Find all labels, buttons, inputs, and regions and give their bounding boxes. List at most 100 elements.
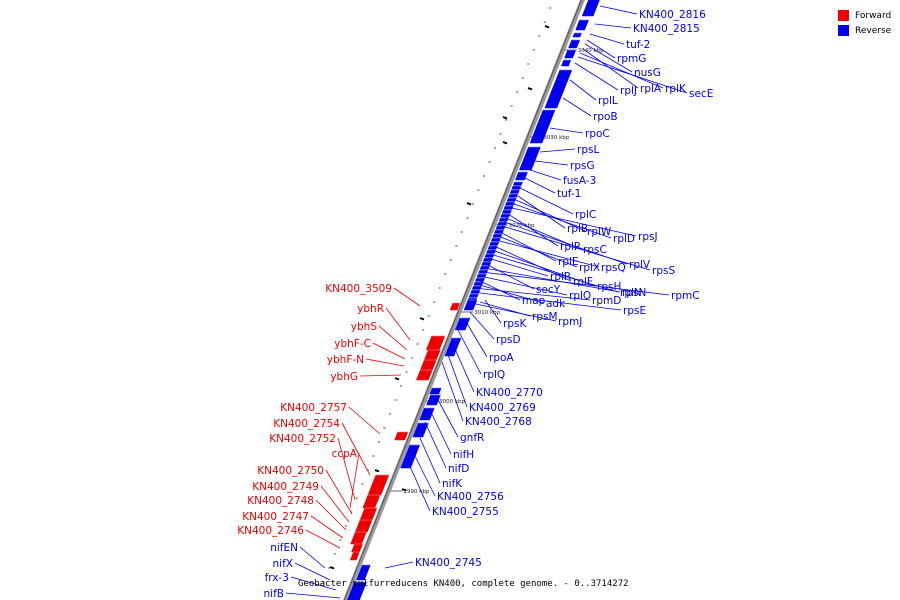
reverse-gene <box>511 185 522 190</box>
gene-label: KN400_2769 <box>469 402 536 414</box>
gene-label: rpsH <box>597 281 621 293</box>
gene-label: rpsN <box>622 287 646 299</box>
gene-label: rplR <box>550 271 571 283</box>
gene-label: ccpA <box>332 448 358 460</box>
gene-leader <box>471 291 622 311</box>
gene-label: ybhF-N <box>327 354 364 366</box>
gene-leader <box>475 303 557 322</box>
gene-label: rpsJ <box>638 231 658 243</box>
gene-leader <box>349 452 360 509</box>
gene-leader <box>579 52 664 89</box>
forward-gene <box>394 431 409 441</box>
gene-label: rpsK <box>503 318 527 330</box>
kbp-tick-label: 3000 kbp <box>439 399 465 405</box>
gene-leader <box>513 203 612 239</box>
reverse-gene <box>494 229 505 234</box>
gene-label: ybhF-C <box>334 338 371 350</box>
gene-leader <box>483 267 621 293</box>
gene-label: rplQ <box>483 369 505 381</box>
gene-label: nifD <box>448 463 469 475</box>
kbp-tick-label: 3040 kbp <box>578 48 604 54</box>
gene-label: KN400_2749 <box>252 481 319 493</box>
forward-gene <box>425 335 446 351</box>
forward-swatch <box>838 10 849 21</box>
gene-leader <box>464 319 488 358</box>
gene-leader <box>457 329 482 375</box>
gene-label: map <box>522 295 546 307</box>
gene-label: KN400_2768 <box>465 416 532 428</box>
feature-mark <box>329 566 335 570</box>
feature-mark <box>502 116 508 120</box>
gene-leader <box>524 177 556 194</box>
feature-mark <box>374 469 380 473</box>
reverse-gene <box>481 261 492 266</box>
feature-mark <box>394 377 400 381</box>
feature-mark <box>544 25 550 29</box>
reverse-gene <box>564 49 577 59</box>
gene-leader <box>534 160 569 166</box>
gene-label: rpmD <box>592 295 621 307</box>
reverse-gene <box>575 19 589 31</box>
gene-leader <box>359 374 402 377</box>
gene-label: rpsM <box>532 311 558 323</box>
gene-label: rpsD <box>496 334 521 346</box>
gene-label: KN400_2754 <box>273 418 340 430</box>
gene-leader <box>569 79 597 101</box>
gene-label: nifX <box>273 558 293 570</box>
gene-label: KN400_2746 <box>237 525 304 537</box>
forward-gene <box>349 551 360 561</box>
gene-label: KN400_2752 <box>269 433 336 445</box>
gene-label: rplK <box>665 83 687 95</box>
gene-label: ybhG <box>330 371 358 383</box>
reverse-gene <box>506 197 517 202</box>
gene-leader <box>479 275 568 296</box>
feature-mark <box>466 202 472 206</box>
gene-leader <box>577 56 688 94</box>
gene-leader <box>501 225 651 271</box>
kbp-tick-label: 2990 kbp <box>404 489 430 495</box>
gene-label: rpmJ <box>558 316 582 328</box>
gene-leader <box>574 62 619 91</box>
reverse-gene <box>501 209 512 214</box>
gene-label: tuf-1 <box>557 188 581 200</box>
gene-leader <box>372 342 406 360</box>
gene-leader <box>305 529 341 549</box>
legend: Forward Reverse <box>838 8 891 38</box>
gene-leader <box>378 325 408 351</box>
gene-leader <box>473 287 591 301</box>
gene-label: KN400_2747 <box>242 511 309 523</box>
gene-leader <box>325 469 353 515</box>
gene-label: nifB <box>264 588 284 600</box>
gene-label: rplW <box>587 226 612 238</box>
gene-label: rplV <box>629 259 651 271</box>
gene-leader <box>419 437 441 484</box>
gene-leader <box>341 422 371 476</box>
kbp-tick-label: 3020 kbp <box>509 223 535 229</box>
legend-forward: Forward <box>838 8 891 23</box>
gene-label: nifK <box>442 478 463 490</box>
reverse-gene <box>572 32 582 38</box>
gene-label: rplL <box>598 95 618 107</box>
gene-label: KN400_2757 <box>280 402 347 414</box>
gene-leader <box>441 361 464 422</box>
gene-label: adk <box>546 298 566 310</box>
reverse-gene <box>463 299 478 311</box>
legend-reverse: Reverse <box>838 23 891 38</box>
gene-label: KN400_3509 <box>325 283 392 295</box>
gene-label: rplX <box>579 262 600 274</box>
gene-label: rplJ <box>620 85 637 97</box>
gene-label: secE <box>689 88 713 100</box>
gene-leader <box>584 43 633 73</box>
gene-label: KN400_2748 <box>247 495 314 507</box>
gene-label: rpsG <box>570 160 595 172</box>
gene-leader <box>489 253 619 293</box>
gene-leader <box>384 561 414 569</box>
forward-gene <box>419 359 437 371</box>
gene-leader <box>348 406 381 435</box>
forward-gene <box>423 349 441 361</box>
gene-leader <box>495 239 600 268</box>
gene-label: rpoC <box>585 128 610 140</box>
feature-mark <box>401 488 407 492</box>
gene-leader <box>586 39 616 59</box>
gene-label: rpsQ <box>601 262 626 274</box>
